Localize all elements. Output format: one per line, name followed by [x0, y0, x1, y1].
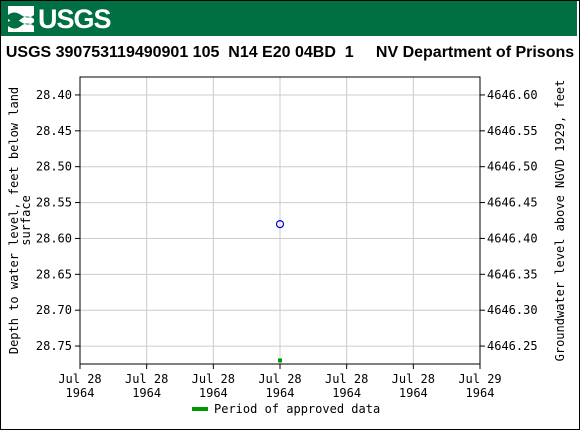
y-tick-label-left: 28.75 [36, 339, 72, 353]
usgs-wave-icon [8, 6, 34, 32]
y-tick-label-right: 4646.50 [487, 160, 538, 174]
x-tick-label: Jul 28 [192, 372, 235, 386]
x-tick-label-year: 1964 [66, 386, 95, 400]
y-axis-label-left-line1: Depth to water level, feet below land [7, 87, 21, 354]
x-tick-label-year: 1964 [266, 386, 295, 400]
x-tick-label-year: 1964 [399, 386, 428, 400]
x-tick-label-year: 1964 [466, 386, 495, 400]
usgs-logo[interactable]: USGS [8, 3, 112, 34]
x-tick-label-year: 1964 [199, 386, 228, 400]
y-tick-label-right: 4646.45 [487, 196, 538, 210]
y-tick-label-right: 4646.35 [487, 267, 538, 281]
y-tick-label-left: 28.50 [36, 160, 72, 174]
y-tick-label-right: 4646.40 [487, 231, 538, 245]
x-tick-label: Jul 29 [458, 372, 501, 386]
y-tick-label-right: 4646.30 [487, 303, 538, 317]
x-tick-label-year: 1964 [132, 386, 161, 400]
y-tick-label-left: 28.55 [36, 196, 72, 210]
usgs-banner: USGS [1, 1, 577, 36]
y-tick-label-right: 4646.55 [487, 124, 538, 138]
x-tick-label-year: 1964 [332, 386, 361, 400]
y-tick-label-right: 4646.25 [487, 339, 538, 353]
y-tick-label-left: 28.40 [36, 88, 72, 102]
y-tick-label-left: 28.70 [36, 303, 72, 317]
x-tick-label: Jul 28 [258, 372, 301, 386]
y-axis-label-left-line2: surface [19, 195, 33, 246]
x-tick-label: Jul 28 [58, 372, 101, 386]
x-tick-label: Jul 28 [325, 372, 368, 386]
x-tick-label: Jul 28 [125, 372, 168, 386]
usgs-logo-text: USGS [38, 3, 112, 34]
legend-label: Period of approved data [214, 402, 380, 416]
y-tick-label-left: 28.65 [36, 267, 72, 281]
data-point [275, 219, 285, 229]
y-axis-label-right: Groundwater level above NGVD 1929, feet [553, 80, 567, 362]
y-tick-label-left: 28.60 [36, 231, 72, 245]
y-tick-label-right: 4646.60 [487, 88, 538, 102]
chart-title: USGS 390753119490901 105 N14 E20 04BD 1 … [5, 44, 575, 61]
x-tick-label: Jul 28 [392, 372, 435, 386]
approved-period-marker [278, 358, 282, 363]
y-tick-label-left: 28.45 [36, 124, 72, 138]
